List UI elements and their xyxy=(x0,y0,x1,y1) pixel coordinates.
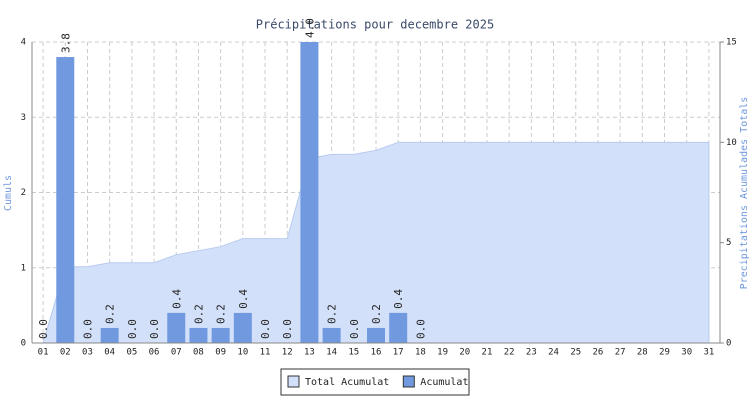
bar xyxy=(300,42,319,343)
x-tick-label: 31 xyxy=(703,348,714,358)
y-tick-label: 0 xyxy=(21,339,26,349)
legend-label: Total Acumulat xyxy=(305,377,389,388)
value-label: 0.2 xyxy=(192,304,205,324)
x-tick-label: 07 xyxy=(171,348,182,358)
y-tick-label: 3 xyxy=(21,113,26,123)
y-tick-label: 2 xyxy=(21,188,26,198)
bar xyxy=(367,327,385,343)
value-label: 0.2 xyxy=(326,304,339,324)
x-tick-label: 22 xyxy=(504,348,515,358)
x-tick-label: 15 xyxy=(348,348,359,358)
value-label: 0.0 xyxy=(148,319,161,339)
y-tick-label: 4 xyxy=(21,38,26,48)
value-label: 0.0 xyxy=(281,319,294,339)
area xyxy=(42,141,710,344)
x-tick-label: 26 xyxy=(593,348,604,358)
legend-box xyxy=(280,368,470,396)
x-tick-label: 25 xyxy=(570,348,581,358)
legend-swatch xyxy=(402,375,415,388)
x-tick-label: 21 xyxy=(482,348,493,358)
value-label: 4.0 xyxy=(303,18,316,38)
x-tick-label: 03 xyxy=(82,348,93,358)
x-tick-label: 20 xyxy=(459,348,470,358)
value-label: 0.4 xyxy=(237,289,250,309)
bar xyxy=(211,327,230,343)
x-tick-label: 12 xyxy=(282,348,293,358)
x-tick-label: 17 xyxy=(393,348,404,358)
y2-axis-label: Precipitations Acumulades Totals xyxy=(739,97,750,290)
x-tick-label: 18 xyxy=(415,348,426,358)
chart-title: Précipitations pour decembre 2025 xyxy=(256,18,494,32)
legend-swatch xyxy=(287,375,300,388)
bar xyxy=(322,327,341,343)
x-tick-label: 28 xyxy=(637,348,648,358)
x-tick-label: 16 xyxy=(371,348,382,358)
value-label: 0.0 xyxy=(414,319,427,339)
bar xyxy=(389,312,408,343)
value-label: 0.0 xyxy=(81,319,94,339)
x-tick-label: 13 xyxy=(304,348,315,358)
bar xyxy=(167,312,186,343)
bar xyxy=(100,327,119,343)
x-tick-label: 01 xyxy=(38,348,49,358)
x-tick-label: 10 xyxy=(237,348,248,358)
x-tick-label: 27 xyxy=(615,348,626,358)
value-label: 0.0 xyxy=(126,319,139,339)
value-label: 0.4 xyxy=(392,289,405,309)
x-tick-label: 24 xyxy=(548,348,559,358)
x-tick-label: 09 xyxy=(215,348,226,358)
x-tick-label: 29 xyxy=(659,348,670,358)
x-tick-label: 06 xyxy=(149,348,160,358)
x-tick-label: 05 xyxy=(126,348,137,358)
bar xyxy=(56,57,75,344)
bar xyxy=(189,327,208,343)
y-axis-label: Cumuls xyxy=(3,175,14,211)
y2-tick-label: 15 xyxy=(726,38,737,48)
x-tick-label: 04 xyxy=(104,348,115,358)
x-tick-label: 30 xyxy=(681,348,692,358)
value-label: 3.8 xyxy=(59,33,72,53)
value-label: 0.0 xyxy=(348,319,361,339)
y2-tick-label: 10 xyxy=(726,138,737,148)
value-label: 0.0 xyxy=(37,319,50,339)
legend-label: Acumulat xyxy=(420,377,468,388)
y-tick-label: 1 xyxy=(21,263,26,273)
value-label: 0.2 xyxy=(104,304,117,324)
value-label: 0.2 xyxy=(215,304,228,324)
value-label: 0.2 xyxy=(370,304,383,324)
x-tick-label: 02 xyxy=(60,348,71,358)
x-tick-label: 11 xyxy=(260,348,271,358)
y2-tick-label: 0 xyxy=(726,339,731,349)
x-tick-label: 08 xyxy=(193,348,204,358)
bar xyxy=(233,312,252,343)
x-tick-label: 23 xyxy=(526,348,537,358)
x-tick-label: 19 xyxy=(437,348,448,358)
y2-tick-label: 5 xyxy=(726,238,731,248)
value-label: 0.4 xyxy=(170,289,183,309)
value-label: 0.0 xyxy=(259,319,272,339)
x-tick-label: 14 xyxy=(326,348,337,358)
